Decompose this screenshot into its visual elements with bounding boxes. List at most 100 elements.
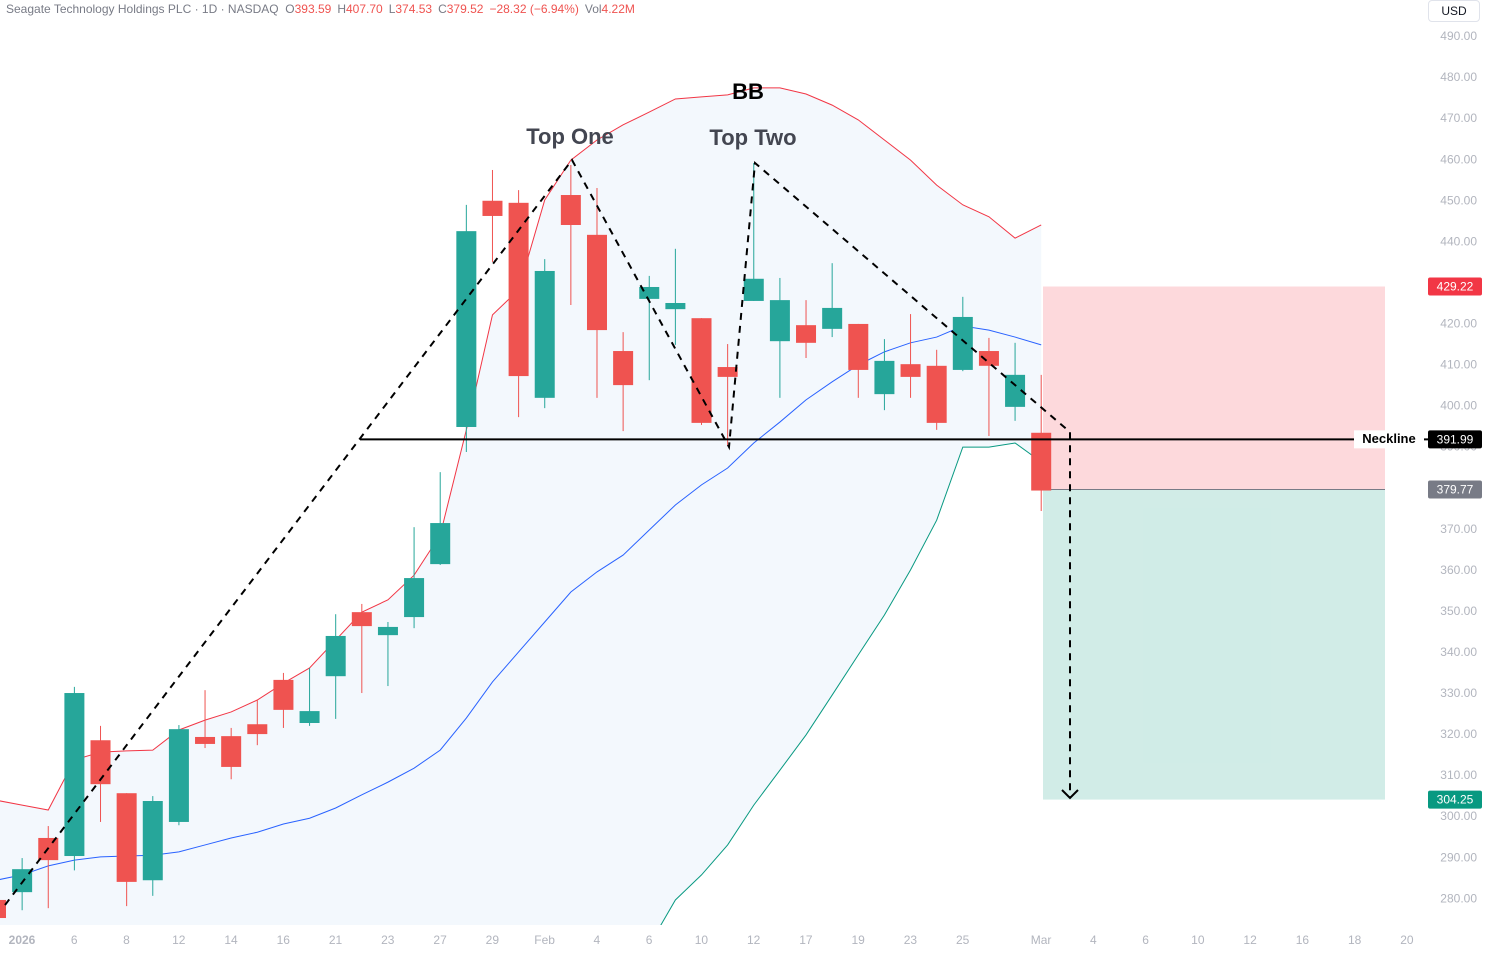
candle-body — [1031, 432, 1052, 491]
x-tick-label: 29 — [486, 933, 500, 947]
candle-body — [743, 278, 764, 301]
y-tick-label: 460.00 — [1440, 152, 1477, 166]
y-tick-label: 280.00 — [1440, 891, 1477, 905]
candle-body — [64, 693, 85, 857]
header: Seagate Technology Holdings PLC · 1D · N… — [6, 2, 641, 16]
x-tick-label: 2026 — [9, 933, 36, 947]
candle-body — [952, 316, 973, 370]
candle-body — [299, 711, 320, 724]
y-tick-label: 330.00 — [1440, 686, 1477, 700]
band-fill — [0, 87, 1042, 925]
x-tick-label: 10 — [695, 933, 709, 947]
x-tick-label: 18 — [1348, 933, 1362, 947]
y-tick-label: 420.00 — [1440, 317, 1477, 331]
x-tick-label: Feb — [534, 933, 555, 947]
marks — [0, 87, 1052, 925]
candle-body — [195, 736, 216, 744]
price-tag-label: 304.25 — [1437, 793, 1474, 807]
x-tick-label: 6 — [71, 933, 78, 947]
candle-body — [691, 318, 712, 423]
candle-body — [586, 234, 607, 331]
y-tick-label: 410.00 — [1440, 358, 1477, 372]
candle-body — [874, 360, 895, 395]
y-tick-label: 300.00 — [1440, 809, 1477, 823]
x-tick-label: Mar — [1031, 933, 1052, 947]
x-tick-label: 4 — [594, 933, 601, 947]
x-tick-label: 10 — [1191, 933, 1205, 947]
y-tick-label: 450.00 — [1440, 193, 1477, 207]
stat-label: O — [285, 2, 295, 16]
top-two-label: Top Two — [709, 125, 796, 150]
x-tick-label: 19 — [851, 933, 865, 947]
y-tick-label: 350.00 — [1440, 604, 1477, 618]
candle-body — [717, 367, 738, 377]
top-one-label: Top One — [526, 124, 614, 149]
x-tick-label: 27 — [433, 933, 447, 947]
symbol: Seagate Technology Holdings PLC · 1D · N… — [6, 2, 279, 16]
candle-body — [90, 740, 111, 785]
neckline-label-bg — [1354, 430, 1424, 449]
neckline-label: Neckline — [1362, 431, 1415, 446]
y-tick-label: 290.00 — [1440, 850, 1477, 864]
y-tick-label: 490.00 — [1440, 29, 1477, 43]
stat-value: 393.59 — [294, 2, 332, 16]
stat-value: 379.52 — [446, 2, 484, 16]
x-tick-label: 16 — [277, 933, 291, 947]
candle-body — [168, 729, 189, 822]
y-tick-label: 440.00 — [1440, 234, 1477, 248]
candle-body — [221, 736, 242, 767]
candle-body — [404, 578, 425, 618]
x-tick-label: 17 — [799, 933, 813, 947]
axes: Neckline 280.00 290.00 300.00 310.00 320.00 33… — [9, 29, 1482, 947]
price-tag — [1428, 790, 1482, 809]
y-tick-label: 400.00 — [1440, 399, 1477, 413]
bb-label: BB — [732, 79, 764, 104]
candle-body — [508, 202, 529, 377]
price-tag — [1428, 430, 1482, 449]
vol-label: Vol — [584, 2, 602, 16]
y-tick-label: 310.00 — [1440, 768, 1477, 782]
stop-zone — [1043, 286, 1385, 490]
plot — [0, 87, 1385, 925]
candle-body — [325, 635, 346, 677]
candle-body — [482, 200, 503, 216]
x-tick-label: 23 — [904, 933, 918, 947]
candle-body — [822, 307, 843, 329]
change: −28.32 (−6.94%) — [489, 2, 579, 16]
price-tag-label: 379.77 — [1437, 483, 1474, 497]
stat-value: 407.70 — [345, 2, 383, 16]
currency-button[interactable]: USD — [1428, 0, 1480, 22]
candle-body — [273, 679, 294, 710]
candle-body — [978, 351, 999, 366]
arrow-head — [1061, 789, 1079, 800]
y-tick-label: 370.00 — [1440, 522, 1477, 536]
candle-body — [12, 869, 33, 893]
candle-body — [848, 323, 869, 370]
candle-body — [142, 801, 163, 881]
candle-body — [926, 365, 947, 423]
x-tick-label: 6 — [1142, 933, 1149, 947]
candle-body — [613, 351, 634, 386]
candle-body — [430, 523, 451, 565]
price-tag-label: 391.99 — [1437, 433, 1474, 447]
y-tick-label: 360.00 — [1440, 563, 1477, 577]
candle-body — [769, 300, 790, 342]
y-tick-label: 470.00 — [1440, 111, 1477, 125]
x-tick-label: 8 — [123, 933, 130, 947]
x-tick-label: 12 — [172, 933, 186, 947]
candle-body — [796, 325, 817, 343]
stat-label: L — [388, 2, 396, 16]
candle-body — [116, 793, 137, 882]
candle-body — [900, 364, 921, 377]
candle-body — [377, 626, 398, 636]
candle-body — [639, 286, 660, 299]
candle-body — [0, 899, 6, 919]
price-tag — [1428, 480, 1482, 499]
x-tick-label: 21 — [329, 933, 343, 947]
x-tick-label: 20 — [1400, 933, 1414, 947]
x-tick-label: 12 — [747, 933, 761, 947]
x-tick-label: 4 — [1090, 933, 1097, 947]
candle-body — [665, 302, 686, 310]
